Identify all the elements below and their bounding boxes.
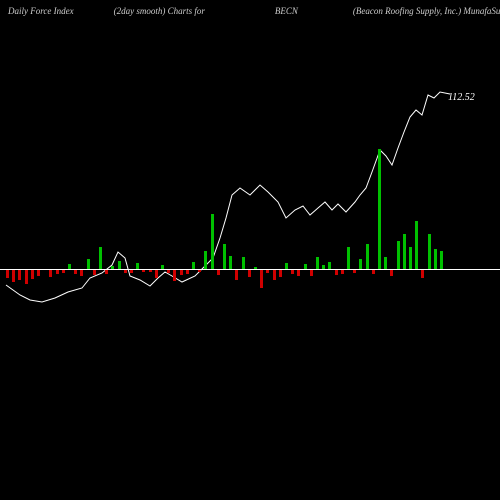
force-bar [223, 244, 226, 269]
force-bar [372, 270, 375, 274]
force-bar [297, 270, 300, 276]
force-bar [260, 270, 263, 288]
force-bar [80, 270, 83, 276]
force-bar [397, 241, 400, 269]
force-bar [12, 270, 15, 282]
force-bar [384, 257, 387, 269]
force-bar [378, 149, 381, 269]
force-bar [136, 263, 139, 269]
force-bar [37, 270, 40, 276]
price-line-svg [0, 20, 500, 480]
force-bar [229, 256, 232, 269]
force-bar [124, 270, 127, 273]
force-bar [173, 270, 176, 281]
force-bar [105, 270, 108, 274]
force-bar [74, 270, 77, 274]
force-bar [366, 244, 369, 269]
force-bar [62, 270, 65, 273]
header-ticker: BECN [275, 6, 298, 16]
force-bar [285, 263, 288, 269]
force-bar [403, 234, 406, 269]
force-bar [211, 214, 214, 269]
force-bar [434, 249, 437, 269]
force-bar [192, 262, 195, 269]
force-bar [347, 247, 350, 269]
header-subtitle: (2day smooth) Charts for [114, 6, 205, 16]
force-bar [149, 270, 152, 272]
force-bar [56, 270, 59, 274]
force-bar [421, 270, 424, 278]
force-bar [111, 266, 114, 269]
force-bar [142, 270, 145, 272]
force-bar [353, 270, 356, 273]
force-bar [310, 270, 313, 276]
force-bar [180, 270, 183, 275]
force-bar [130, 270, 133, 273]
force-bar [198, 270, 201, 272]
header-company: (Beacon Roofing Supply, Inc.) MunafaSutr… [353, 6, 500, 16]
force-bar [155, 270, 158, 278]
force-bar [167, 270, 170, 273]
price-label: 112.52 [448, 92, 475, 103]
price-polyline [6, 92, 450, 302]
force-bar [235, 270, 238, 280]
header-left: Daily Force Index [8, 6, 74, 16]
force-bar [409, 247, 412, 269]
force-bar [304, 264, 307, 269]
force-bar [428, 234, 431, 269]
force-bar [390, 270, 393, 276]
force-bar [31, 270, 34, 279]
force-bar [217, 270, 220, 275]
force-bar [415, 221, 418, 269]
force-bar [99, 247, 102, 269]
force-bar [359, 259, 362, 269]
force-bar [25, 270, 28, 284]
force-bar [6, 270, 9, 278]
force-bar [266, 270, 269, 273]
force-bar [322, 265, 325, 269]
force-bar [341, 270, 344, 274]
force-bar [273, 270, 276, 280]
force-bar [248, 270, 251, 277]
force-bar [204, 251, 207, 269]
force-bar [254, 267, 257, 269]
force-bar [440, 251, 443, 269]
force-bar [291, 270, 294, 274]
force-bar [328, 262, 331, 269]
force-bar [161, 265, 164, 269]
force-bar [93, 270, 96, 275]
force-bar [68, 264, 71, 269]
force-bar [316, 257, 319, 269]
force-bar [186, 270, 189, 274]
force-bar [18, 270, 21, 280]
force-bar [49, 270, 52, 277]
force-bar [279, 270, 282, 277]
force-bar [87, 259, 90, 269]
force-bar [118, 261, 121, 269]
force-bar [242, 257, 245, 269]
chart-header: Daily Force Index (2day smooth) Charts f… [0, 6, 500, 16]
chart-area: 112.52 [0, 20, 500, 480]
force-bar [335, 270, 338, 275]
